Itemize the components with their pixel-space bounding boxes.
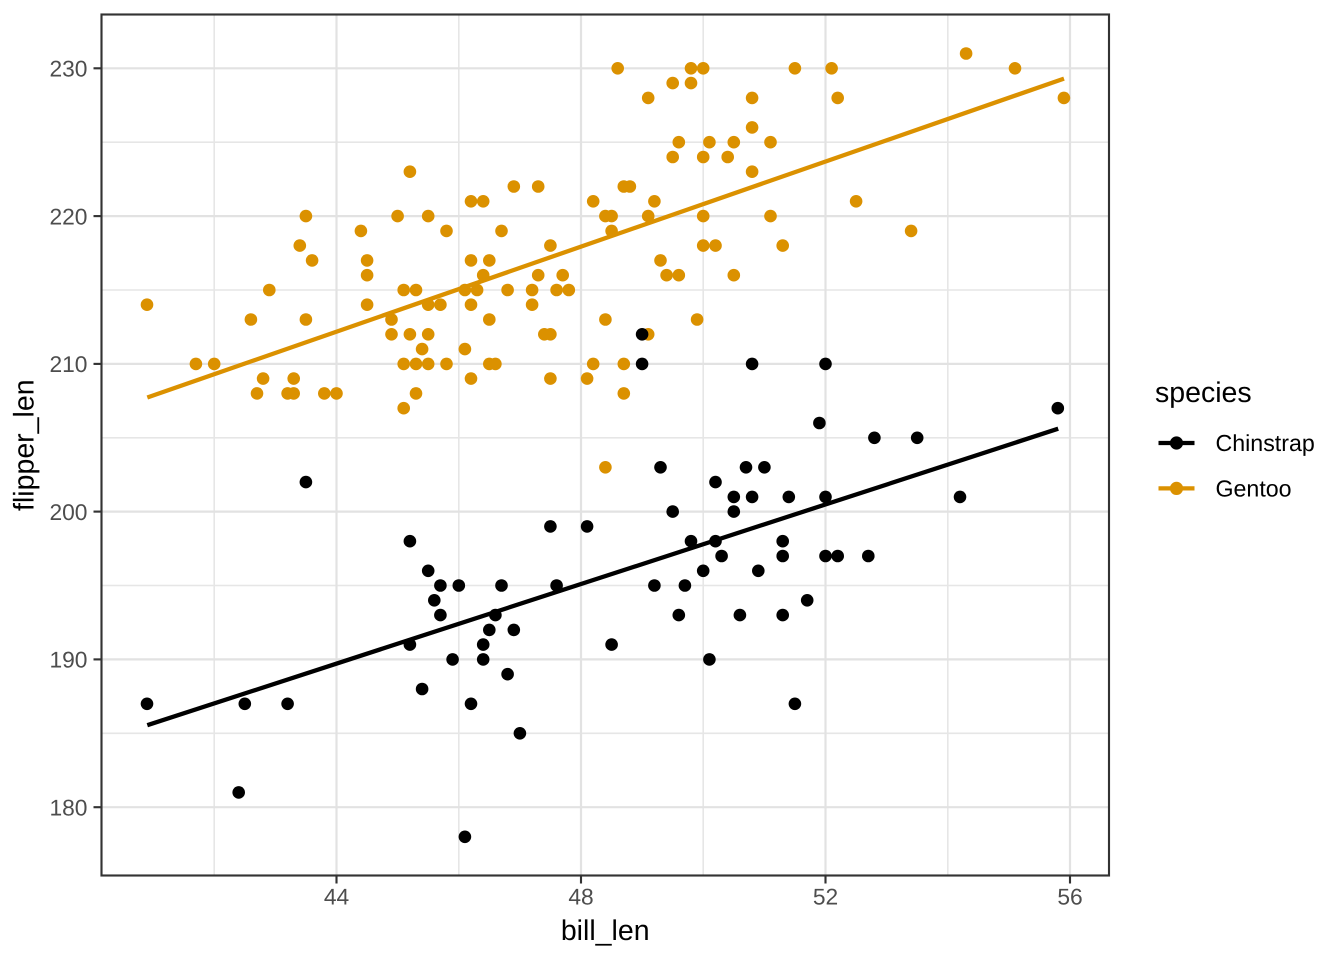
svg-text:190: 190 <box>49 647 87 673</box>
svg-text:230: 230 <box>49 56 87 82</box>
svg-text:200: 200 <box>49 499 87 525</box>
svg-text:210: 210 <box>49 351 87 377</box>
svg-text:220: 220 <box>49 203 87 229</box>
svg-text:48: 48 <box>568 884 593 910</box>
svg-text:bill_len: bill_len <box>561 915 650 947</box>
svg-text:180: 180 <box>49 794 87 820</box>
svg-text:56: 56 <box>1057 884 1082 910</box>
svg-text:flipper_len: flipper_len <box>9 379 41 511</box>
svg-text:species: species <box>1155 377 1252 409</box>
svg-text:44: 44 <box>324 884 350 910</box>
svg-text:Chinstrap: Chinstrap <box>1216 430 1315 456</box>
svg-text:Gentoo: Gentoo <box>1216 476 1292 502</box>
svg-text:52: 52 <box>813 884 838 910</box>
